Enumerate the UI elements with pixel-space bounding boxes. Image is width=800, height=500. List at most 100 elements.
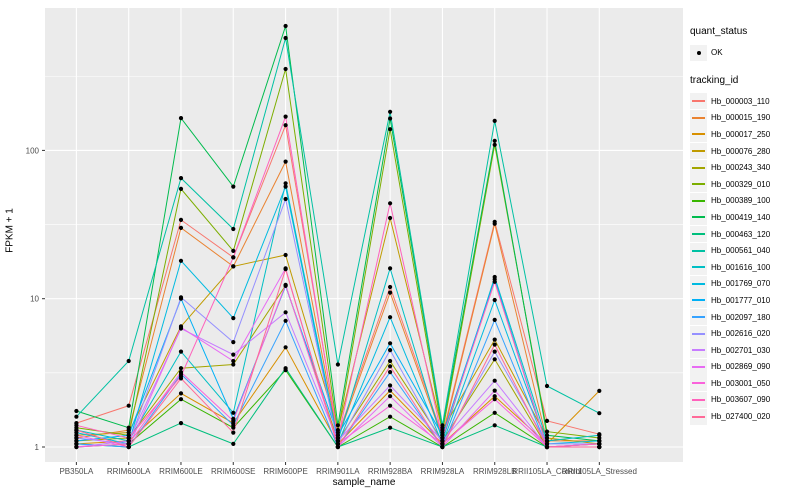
- data-point: [440, 441, 445, 446]
- data-point: [283, 267, 288, 272]
- data-point: [492, 118, 497, 123]
- data-point: [178, 366, 184, 371]
- data-point: [544, 429, 550, 434]
- data-point: [231, 358, 236, 364]
- legend-item-label: Hb_000329_010: [711, 179, 771, 189]
- data-point: [440, 435, 445, 441]
- data-point: [231, 441, 236, 446]
- data-point: [74, 444, 79, 450]
- data-point: [597, 444, 602, 450]
- y-axis-title: FPKM + 1: [4, 208, 16, 253]
- legend-quant-status-title: quant_status: [690, 26, 748, 37]
- data-point: [597, 438, 602, 443]
- data-point: [388, 315, 393, 320]
- data-point: [388, 284, 393, 290]
- x-tick-label: RRIM928LB: [473, 467, 517, 476]
- data-point: [597, 388, 602, 393]
- legend-tracking-id-items: Hb_000003_110 Hb_000015_190 Hb_000017_250 H…: [690, 93, 798, 425]
- data-point: [544, 444, 550, 450]
- data-point: [126, 441, 131, 446]
- data-point: [231, 423, 236, 428]
- data-point: [335, 444, 340, 450]
- data-point: [388, 383, 393, 388]
- data-point: [231, 248, 236, 253]
- data-point: [492, 279, 497, 284]
- data-point: [440, 444, 445, 450]
- data-point: [126, 403, 131, 408]
- legend-item-Hb_000329_010: Hb_000329_010: [690, 176, 798, 193]
- legend-tracking-id: tracking_id Hb_000003_110 Hb_000015_190 Hb…: [690, 75, 798, 425]
- x-tick-label: RRIM600SE: [211, 467, 255, 476]
- data-point: [492, 297, 497, 303]
- data-point: [74, 408, 79, 414]
- line-swatch-icon: [690, 408, 707, 425]
- legend-item-Hb_001616_100: Hb_001616_100: [690, 259, 798, 276]
- data-point: [231, 430, 236, 435]
- data-point: [492, 142, 497, 147]
- data-point: [74, 438, 79, 443]
- data-point: [178, 258, 184, 263]
- legend-item-label: Hb_001777_010: [711, 295, 771, 305]
- data-point: [544, 438, 550, 443]
- legend-item-label: Hb_002701_030: [711, 345, 771, 355]
- data-point: [388, 341, 393, 346]
- legend-item-label: Hb_000017_250: [711, 129, 771, 139]
- data-point: [231, 362, 236, 367]
- legend-item-Hb_000017_250: Hb_000017_250: [690, 126, 798, 143]
- data-point: [178, 370, 184, 375]
- data-point: [231, 316, 236, 321]
- data-point: [492, 378, 497, 383]
- data-point: [283, 345, 288, 350]
- legend-item-Hb_000015_190: Hb_000015_190: [690, 109, 798, 127]
- line-swatch-icon: [690, 342, 707, 359]
- data-point: [492, 138, 497, 143]
- data-point: [178, 295, 184, 300]
- y-tick-label: 1: [35, 443, 40, 452]
- data-point: [335, 438, 340, 443]
- data-point: [231, 340, 236, 345]
- data-point: [283, 282, 288, 287]
- line-swatch-icon: [690, 192, 707, 209]
- data-point: [388, 388, 393, 393]
- legend-item-label: Hb_002869_090: [711, 362, 771, 372]
- data-point: [74, 423, 79, 428]
- data-point: [492, 394, 497, 399]
- data-point: [178, 421, 184, 426]
- data-point: [388, 370, 393, 375]
- data-point: [178, 349, 184, 354]
- legend-item-label: Hb_001769_070: [711, 279, 771, 289]
- data-point: [492, 342, 497, 347]
- line-swatch-icon: [690, 143, 707, 160]
- data-point: [335, 362, 340, 367]
- data-point: [126, 435, 131, 441]
- data-point: [388, 127, 393, 132]
- line-swatch-icon: [690, 292, 707, 309]
- data-point: [388, 109, 393, 114]
- x-tick-label: PB350LA: [59, 467, 93, 476]
- data-point: [544, 418, 550, 423]
- data-point: [388, 394, 393, 399]
- data-point: [388, 215, 393, 221]
- legend-item-label: Hb_000076_280: [711, 146, 771, 156]
- line-swatch-icon: [690, 176, 707, 193]
- data-point: [231, 255, 236, 260]
- data-point: [283, 318, 288, 323]
- data-point: [492, 388, 497, 393]
- data-point: [388, 266, 393, 271]
- legend-item-label: Hb_000015_190: [711, 113, 771, 123]
- line-swatch-icon: [690, 242, 707, 259]
- legend-item-label: Hb_027400_020: [711, 412, 771, 422]
- data-point: [544, 433, 550, 438]
- legend-item-label: Hb_000419_140: [711, 212, 771, 222]
- data-point: [231, 264, 236, 269]
- legend-item-label: Hb_000463_120: [711, 229, 771, 239]
- y-tick-label: 10: [30, 295, 39, 304]
- legend-item-label: Hb_002616_020: [711, 329, 771, 339]
- data-point: [283, 181, 288, 186]
- data-point: [74, 441, 79, 446]
- data-point: [440, 438, 445, 443]
- data-point: [492, 397, 497, 402]
- legend-item-Hb_000561_040: Hb_000561_040: [690, 242, 798, 259]
- legend-item-ok: OK: [690, 44, 798, 61]
